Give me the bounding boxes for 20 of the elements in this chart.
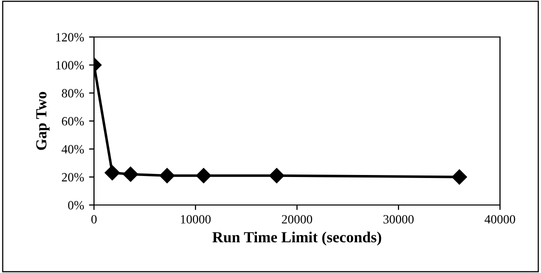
y-tick-label: 40% <box>62 145 84 154</box>
x-tick-label: 0 <box>91 215 97 224</box>
point <box>104 165 120 180</box>
y-axis-title: Gap Two <box>36 92 50 150</box>
point <box>122 166 138 182</box>
y-tick-label: 100% <box>56 61 84 70</box>
y-tick-label: 60% <box>62 117 84 126</box>
y-tick-label: 120% <box>56 33 84 42</box>
y-tick-label: 20% <box>62 173 84 182</box>
x-tick-label: 10000 <box>180 215 211 224</box>
x-tick-label: 30000 <box>383 215 414 224</box>
x-tick-label: 20000 <box>282 215 312 224</box>
x-tick-label: 40000 <box>484 215 516 224</box>
x-axis-title: Run Time Limit (seconds) <box>212 232 382 246</box>
point <box>269 168 284 184</box>
point <box>160 168 175 184</box>
point <box>452 169 467 185</box>
y-tick-label: 80% <box>62 89 84 98</box>
point <box>196 168 212 184</box>
y-tick-label: 0% <box>68 201 84 210</box>
